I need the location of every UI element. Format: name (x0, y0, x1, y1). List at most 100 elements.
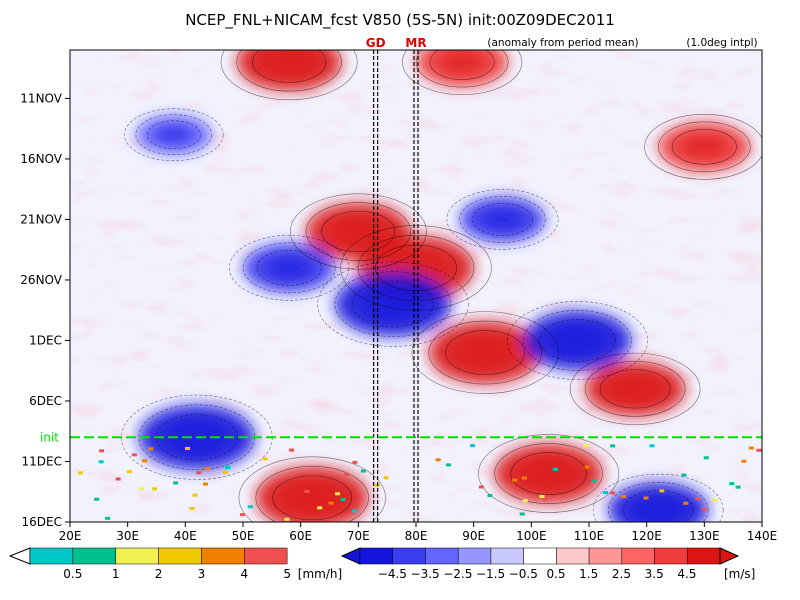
precip-point (99, 449, 105, 453)
precip-point (351, 509, 357, 513)
plot-area (70, 50, 762, 522)
x-tick-label: 140E (747, 529, 778, 543)
x-tick-label: 50E (232, 529, 255, 543)
precip-point (383, 476, 389, 480)
anomaly-core (329, 215, 388, 248)
anomaly-core (152, 123, 195, 146)
precip-point (203, 482, 209, 486)
contour-line (146, 120, 201, 150)
wind-colorbar-swatch (654, 547, 688, 565)
wind-colorbar-label: −2.5 (443, 567, 472, 581)
precip-colorbar-label: 2 (155, 567, 163, 581)
chart-note-right: (1.0deg intpl) (686, 37, 757, 49)
precip-point (142, 459, 148, 463)
contour-line (272, 475, 352, 521)
anomaly-core (281, 480, 344, 516)
x-axis: 20E 30E 40E 50E 60E 70E 80E 90E 100E 110E 120E 130E… (59, 522, 778, 543)
contour-line (446, 189, 559, 250)
y-tick-label: 16NOV (20, 152, 62, 166)
contour-line (317, 261, 469, 347)
y-tick-label: 1DEC (29, 333, 62, 347)
wind-colorbar-swatch (359, 547, 393, 565)
y-axis: 11NOV 16NOV 21NOV 26NOV 1DEC 6DEC 11DEC 16DEC (20, 91, 70, 529)
precip-point (621, 495, 627, 499)
contour-line (539, 319, 616, 362)
wind-colorbar-swatch (392, 547, 426, 565)
wind-colorbar-label: −3.5 (411, 567, 440, 581)
precip-point (189, 506, 195, 510)
precip-point (584, 465, 590, 469)
contour-line (321, 210, 396, 253)
marker-label: GD (366, 36, 386, 50)
precip-point (681, 473, 687, 477)
marker-label: MR (405, 36, 426, 50)
precip-colorbar-label: 4 (240, 567, 248, 581)
precip-point (602, 491, 608, 495)
y-tick-label: 21NOV (20, 212, 62, 226)
contour-line (658, 121, 751, 173)
y-tick-label: 11DEC (22, 454, 62, 468)
contour-line (494, 443, 603, 504)
y-tick-label: 11NOV (20, 91, 62, 105)
precip-point (591, 479, 597, 483)
wind-colorbar-label: −4.5 (378, 567, 407, 581)
contour-line (305, 202, 412, 261)
precip-colorbar-swatch (244, 547, 288, 565)
precip-colorbar-unit: [mm/h] (298, 567, 342, 581)
precip-colorbar-swatch (115, 547, 159, 565)
precip-point (539, 494, 545, 498)
contour-line (472, 203, 533, 236)
precip-point (340, 497, 346, 501)
contour-line (229, 235, 350, 301)
contour-line (402, 50, 523, 95)
precip-point (610, 491, 616, 495)
contour-line (242, 242, 336, 294)
wind-colorbar-swatch (490, 547, 524, 565)
anomaly-core (607, 373, 663, 404)
precip-point (94, 497, 100, 501)
precip-point (552, 467, 558, 471)
precip-point (239, 513, 245, 517)
precip-point (712, 498, 718, 502)
contour-line (445, 330, 525, 375)
contour-line (238, 456, 386, 522)
contour-line (135, 114, 213, 156)
anomaly-core (454, 335, 517, 370)
precip-point (222, 471, 228, 475)
precip-point (512, 478, 518, 482)
contour-line (569, 352, 701, 425)
precip-point (435, 458, 441, 462)
precip-point (139, 487, 145, 491)
anomaly-core (518, 457, 579, 491)
precip-point (192, 493, 198, 497)
contour-lines (121, 50, 762, 522)
contour-line (357, 235, 475, 301)
contour-line (599, 369, 671, 409)
precip-point (735, 485, 741, 489)
precip-point (77, 471, 83, 475)
precip-point (225, 466, 231, 470)
wind-colorbar-swatch (687, 547, 721, 565)
precip-point (352, 460, 358, 464)
precip-point (304, 489, 310, 493)
contour-line (124, 108, 224, 162)
x-tick-label: 40E (174, 529, 197, 543)
precip-colorbar-label: 5 (283, 567, 291, 581)
precip-colorbar-swatch (72, 547, 116, 565)
wind-colorbar-label: 0.5 (546, 567, 565, 581)
contour-line (478, 434, 620, 513)
anomaly-core (260, 50, 318, 79)
anomaly-core (679, 133, 730, 161)
contour-line (352, 281, 434, 328)
wind-colorbar-label: 3.5 (645, 567, 664, 581)
precip-colorbar-swatch (158, 547, 202, 565)
wind-colorbar-arrow-right (719, 547, 740, 565)
contour-line (622, 490, 694, 522)
precip-point (748, 446, 754, 450)
precip-point (487, 494, 493, 498)
contour-line (459, 196, 546, 243)
wind-colorbar-label: −0.5 (509, 567, 538, 581)
contour-line (506, 301, 648, 380)
chart-note-left: (anomaly from period mean) (487, 37, 638, 49)
